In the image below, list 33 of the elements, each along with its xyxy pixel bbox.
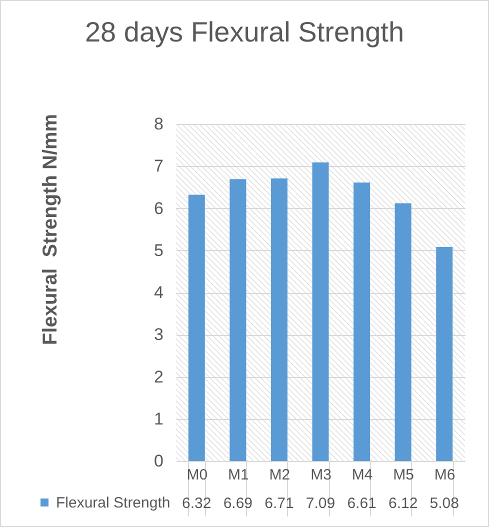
- x-tick-label: M6: [434, 466, 456, 484]
- y-tick-label: 2: [154, 367, 164, 386]
- bar: [312, 162, 329, 461]
- chart-title: 28 days Flexural Strength: [84, 16, 404, 48]
- data-label: 6.12: [388, 495, 418, 512]
- data-label: 6.32: [182, 495, 212, 512]
- bar: [394, 203, 412, 461]
- bar: [436, 247, 453, 461]
- x-tick-label: M1: [228, 466, 249, 484]
- y-tick-label: 3: [154, 325, 164, 344]
- y-tick-label: 6: [154, 198, 164, 218]
- legend-label: Flexural Strength: [56, 494, 170, 512]
- bar: [270, 178, 288, 461]
- y-tick-label: 1: [154, 409, 164, 428]
- x-tick-label: M0: [186, 466, 208, 484]
- y-tick-label: 4: [154, 283, 164, 302]
- x-tick-label: M2: [269, 466, 290, 484]
- y-tick-label: 0: [154, 452, 164, 470]
- data-label: 6.71: [264, 495, 294, 512]
- data-label: 6.61: [347, 495, 376, 512]
- y-axis-title: Flexural Strength N/mm: [40, 114, 62, 346]
- bar: [230, 179, 246, 461]
- data-label: 6.69: [223, 495, 253, 512]
- x-tick-label: M3: [310, 466, 332, 484]
- data-label: 7.09: [306, 495, 336, 512]
- bar: [188, 194, 205, 461]
- x-tick-label: M4: [352, 466, 373, 484]
- y-tick-label: 7: [154, 156, 164, 176]
- data-label: 5.08: [430, 495, 459, 512]
- y-tick-label: 8: [154, 114, 164, 134]
- y-tick-label: 5: [154, 240, 164, 260]
- x-tick-label: M5: [393, 466, 414, 484]
- bar: [354, 182, 370, 461]
